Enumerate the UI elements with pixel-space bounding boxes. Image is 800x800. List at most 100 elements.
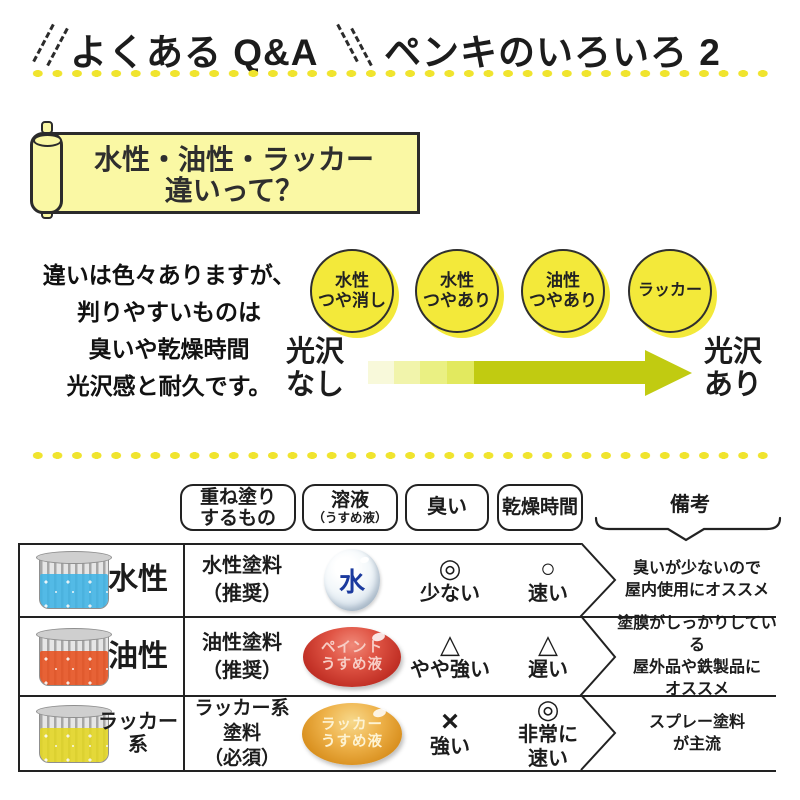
paint-can-icon	[35, 551, 112, 609]
column-header-recoat: 重ね塗り するもの	[180, 484, 296, 531]
question-banner-line1: 水性・油性・ラッカー	[93, 144, 374, 175]
table-row-oil-can-cell	[26, 617, 121, 696]
column-header-text: 乾燥時間	[501, 497, 578, 518]
scroll-roll-icon	[30, 132, 63, 214]
lacquer-thinner-orb-icon: ラッカー うすめ液	[302, 702, 402, 765]
paint-type-name: ラッカー 系	[95, 696, 181, 771]
paint-can-icon	[35, 627, 112, 686]
paint-type-name: 油性	[95, 617, 181, 696]
remarks-cell: 臭いが少ないので 屋内使用にオススメ	[613, 543, 781, 617]
remarks-text: 屋外品や鉄製品に	[632, 658, 761, 676]
yellow-dotted-divider	[28, 451, 774, 460]
gloss-circle-lacquer: ラッカー	[628, 249, 712, 333]
gloss-full-line1: 光沢	[704, 336, 763, 368]
recoat-paint-cell: 水性塗料 （推奨）	[186, 543, 298, 617]
column-header-solvent: 溶液 （うすめ液）	[302, 484, 398, 531]
rating-text: 強い	[430, 736, 470, 758]
gloss-gradient-arrow-body	[368, 361, 645, 384]
table-row-lacquer-can-cell	[26, 696, 121, 771]
page-title-left: よくある Q&A	[70, 32, 319, 73]
column-header-text: するもの	[199, 507, 276, 529]
can-rim	[35, 551, 112, 564]
page-title-right: ペンキのいろいろ 2	[384, 32, 721, 73]
can-liquid-yellow	[39, 727, 108, 762]
gloss-full-line2: あり	[704, 369, 763, 401]
gloss-circle-label: つや消し	[318, 291, 386, 310]
yellow-dotted-divider	[28, 69, 774, 78]
recoat-paint-cell: 油性塗料 （推奨）	[186, 617, 298, 696]
paint-can-icon	[35, 704, 112, 763]
rating-text: やや強い	[410, 659, 490, 681]
intro-text: 違いは色々ありますが、 判りやすいものは 臭いや乾燥時間 光沢感と耐久です。	[24, 257, 314, 405]
column-header-text: 重ね塗り	[199, 486, 276, 508]
gloss-circle-label: つやあり	[529, 291, 597, 310]
column-header-text: 臭い	[427, 496, 467, 518]
can-rim	[35, 627, 112, 641]
gloss-circle-label: 水性	[335, 271, 369, 290]
solvent-label: ラッカー	[321, 716, 383, 733]
intro-line: 臭いや乾燥時間	[88, 336, 250, 362]
rating-text: 非常に	[518, 724, 578, 746]
table-border-bottom	[18, 770, 776, 772]
solvent-label: うすめ液	[321, 656, 383, 673]
question-banner: 水性・油性・ラッカー 違いって？	[48, 132, 420, 214]
column-header-smell: 臭い	[405, 484, 489, 531]
recoat-paint-text: 油性塗料	[202, 631, 282, 654]
table-row-water-can-cell	[26, 543, 121, 617]
rating-symbol: ◎	[536, 694, 560, 724]
paint-name-text: 系	[128, 733, 148, 756]
solvent-label: 水	[338, 566, 365, 597]
solvent-label: うすめ液	[321, 733, 383, 750]
solvent-label: ペイント	[321, 639, 383, 656]
table-border-top	[18, 543, 581, 545]
rating-symbol: △	[538, 629, 558, 659]
gloss-circle-water-matte: 水性 つや消し	[310, 249, 394, 333]
slash-marks-icon	[336, 23, 359, 63]
recoat-paint-cell: ラッカー系 塗料 （必須）	[186, 696, 298, 771]
table-row-separator	[18, 616, 776, 618]
water-drop-icon: 水	[324, 549, 380, 611]
remarks-text: が主流	[672, 735, 721, 753]
gloss-circle-water-glossy: 水性 つやあり	[415, 249, 499, 333]
intro-line: 違いは色々ありますが、	[42, 262, 296, 288]
remarks-text: スプレー塗料	[648, 713, 745, 731]
smell-cell: × 強い	[406, 696, 494, 771]
rating-text: 遅い	[528, 659, 568, 681]
slash-marks-icon	[350, 27, 373, 67]
rating-text: 速い	[528, 582, 568, 605]
dry-time-cell: ○ 速い	[503, 543, 593, 617]
recoat-paint-text: （推奨）	[202, 659, 282, 682]
dry-time-cell: △ 遅い	[503, 617, 593, 696]
can-liquid-red	[39, 650, 108, 685]
rating-text: 速い	[528, 748, 568, 770]
gloss-circle-label: つやあり	[423, 291, 491, 310]
gloss-full-label: 光沢 あり	[704, 336, 762, 402]
rating-symbol: ○	[540, 552, 556, 583]
smell-cell: ◎ 少ない	[406, 543, 494, 617]
table-row-separator	[18, 695, 776, 697]
column-header-remarks: 備考	[670, 494, 710, 516]
recoat-paint-text: （推奨）	[202, 583, 282, 605]
gloss-circle-oil-glossy: 油性 つやあり	[521, 249, 605, 333]
gloss-none-label: 光沢 なし	[286, 336, 344, 402]
remarks-cell: スプレー塗料 が主流	[613, 696, 781, 771]
column-header-text: （うすめ液）	[312, 510, 388, 525]
gloss-gradient-arrow-tip	[645, 350, 692, 396]
column-header-text: 溶液	[330, 489, 369, 511]
intro-line: 光沢感と耐久です。	[66, 373, 272, 399]
table-border-left	[18, 543, 20, 772]
paint-name-text: ラッカー	[98, 710, 178, 733]
gloss-none-line1: 光沢	[286, 336, 345, 368]
gloss-none-line2: なし	[286, 369, 345, 401]
question-banner-line2: 違いって？	[164, 175, 304, 206]
solvent-cell: 水	[300, 543, 404, 617]
gloss-circle-label: ラッカー	[637, 282, 702, 299]
rating-symbol: ×	[441, 705, 459, 738]
can-liquid-blue	[39, 574, 108, 608]
recoat-paint-text: （必須）	[203, 748, 280, 769]
recoat-paint-text: 塗料	[222, 723, 261, 744]
table-column-divider	[183, 543, 185, 771]
dry-time-cell: ◎ 非常に 速い	[503, 696, 593, 771]
column-header-dry-time: 乾燥時間	[497, 484, 583, 531]
